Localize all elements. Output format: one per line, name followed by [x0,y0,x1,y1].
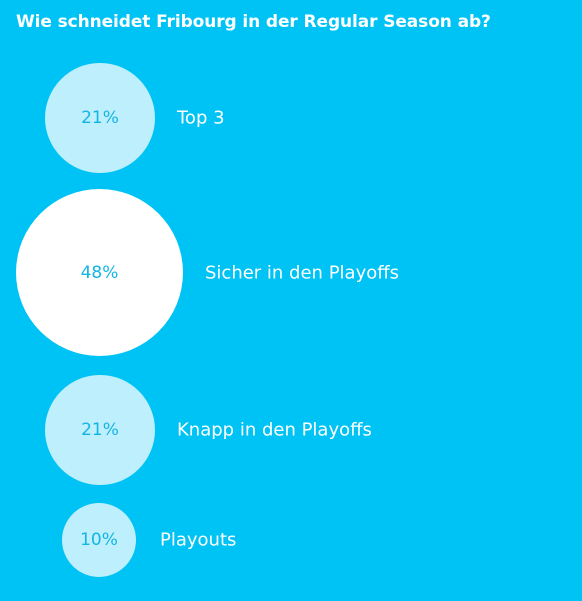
percent-value: 21% [81,420,119,440]
percent-bubble: 21% [45,375,155,485]
poll-question: Wie schneidet Fribourg in der Regular Se… [16,12,491,32]
percent-bubble: 10% [62,503,136,577]
percent-value: 10% [80,530,118,550]
percent-value: 21% [81,108,119,128]
option-label: Knapp in den Playoffs [177,419,372,441]
option-label: Playouts [160,529,237,551]
option-label: Top 3 [177,107,225,129]
percent-value: 48% [80,262,119,283]
option-label: Sicher in den Playoffs [205,262,400,284]
percent-bubble: 48% [16,189,183,356]
percent-bubble: 21% [45,63,155,173]
